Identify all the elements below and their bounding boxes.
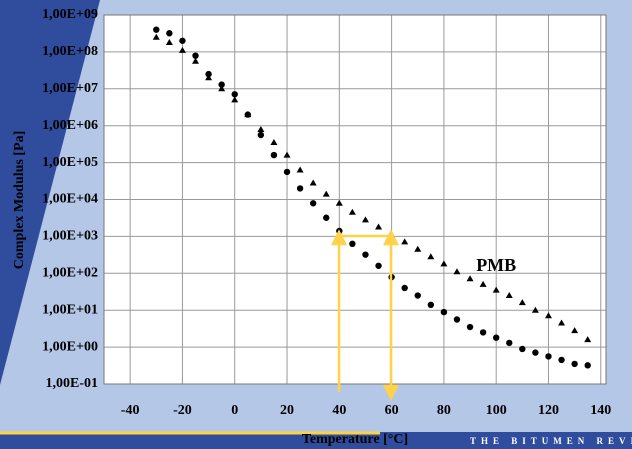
point: [179, 37, 186, 44]
point: [544, 312, 552, 319]
point: [492, 334, 500, 341]
y-tick-label: 1,00E+02: [42, 266, 98, 281]
arrow-head: [382, 384, 400, 401]
point: [440, 308, 448, 316]
y-tick-label: 1,00E+00: [42, 339, 98, 354]
x-tick-label: 40: [332, 403, 346, 418]
point: [205, 74, 213, 81]
point: [571, 360, 578, 368]
point: [244, 111, 252, 118]
annotation: PMB: [476, 255, 516, 275]
point: [532, 349, 539, 356]
point: [270, 151, 278, 159]
point: [192, 57, 200, 64]
point: [545, 353, 552, 360]
arrow-head: [330, 229, 348, 246]
x-tick-label: 0: [231, 403, 238, 418]
point: [479, 329, 487, 336]
point: [323, 214, 330, 221]
point: [165, 38, 173, 45]
point: [309, 179, 317, 186]
x-tick-label: 60: [385, 403, 399, 418]
point: [414, 292, 421, 299]
marks: [152, 26, 592, 369]
point: [479, 280, 487, 287]
point: [296, 185, 304, 192]
point: [505, 292, 513, 299]
x-axis-label: Temperature [°C]: [302, 432, 408, 447]
x-tick-label: 80: [437, 403, 451, 418]
point: [361, 216, 369, 223]
point: [231, 91, 238, 98]
point: [453, 316, 461, 323]
point: [205, 70, 212, 78]
point: [349, 240, 356, 248]
point: [440, 260, 448, 267]
point: [558, 319, 566, 326]
point: [414, 245, 422, 252]
point: [192, 52, 199, 59]
point: [584, 362, 591, 369]
y-axis-label: Complex Modulus [Pa]: [12, 131, 27, 269]
point: [375, 223, 383, 230]
point: [231, 96, 239, 103]
x-tick-label: -20: [173, 403, 192, 418]
x-tick-label: 20: [280, 403, 294, 418]
point: [153, 26, 160, 33]
point: [257, 125, 265, 132]
x-tick-label: -40: [121, 403, 140, 418]
point: [427, 253, 435, 260]
point: [218, 81, 225, 88]
point: [531, 306, 539, 313]
point: [401, 284, 408, 292]
point: [519, 345, 526, 353]
point: [335, 199, 343, 206]
x-tick-label: 100: [486, 403, 507, 418]
point: [466, 275, 474, 282]
x-tick-label: 140: [590, 403, 611, 418]
point: [152, 33, 160, 40]
point: [584, 336, 592, 343]
point: [218, 85, 226, 92]
point: [257, 131, 265, 139]
point: [270, 139, 278, 146]
point: [506, 339, 513, 347]
arrows: [330, 229, 400, 401]
point: [283, 168, 291, 176]
point: [571, 327, 579, 334]
point: [492, 286, 500, 293]
point: [453, 268, 461, 275]
y-tick-label: 1,00E+06: [42, 118, 98, 133]
point: [518, 299, 526, 306]
x-tick-label: 120: [538, 403, 559, 418]
point: [466, 323, 474, 331]
plot-border: [103, 14, 607, 385]
grid: [103, 14, 607, 385]
point: [558, 356, 565, 364]
y-tick-label: 1,00E-01: [46, 376, 99, 391]
point: [427, 301, 435, 309]
point: [309, 200, 317, 207]
point: [401, 238, 409, 245]
point: [296, 166, 304, 173]
point: [166, 30, 173, 37]
y-tick-label: 1,00E+07: [42, 81, 98, 96]
background-accent: [0, 0, 100, 385]
y-tick-label: 1,00E+03: [42, 229, 98, 244]
footer-text: THE BITUMEN REVIEW: [470, 436, 632, 446]
point: [348, 208, 356, 215]
point: [283, 151, 291, 158]
y-tick-label: 1,00E+08: [42, 44, 98, 59]
y-tick-label: 1,00E+09: [42, 7, 98, 22]
point: [322, 190, 330, 197]
point: [362, 251, 369, 258]
point: [375, 262, 382, 269]
y-tick-label: 1,00E+01: [42, 302, 98, 317]
y-tick-label: 1,00E+05: [42, 155, 98, 170]
footer-band: [0, 432, 632, 449]
y-tick-label: 1,00E+04: [42, 192, 98, 207]
point: [178, 46, 186, 53]
